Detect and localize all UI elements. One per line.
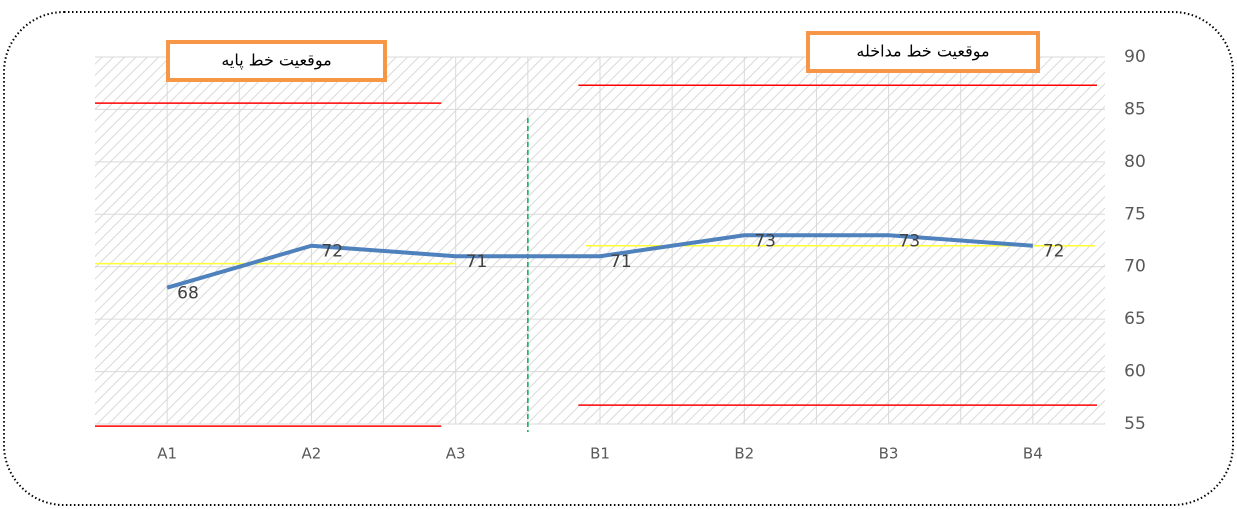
x-tick-label: A3 bbox=[446, 445, 466, 463]
x-tick-label: A2 bbox=[302, 445, 322, 463]
data-label: 73 bbox=[754, 231, 776, 251]
annotation-box bbox=[166, 40, 387, 82]
y-tick-label: 90 bbox=[1124, 47, 1146, 67]
y-tick-label: 70 bbox=[1124, 257, 1146, 277]
annotation: موقعیت خط پایه bbox=[221, 51, 331, 71]
x-tick-label: A1 bbox=[157, 445, 177, 463]
data-label: 71 bbox=[610, 252, 632, 272]
data-label: 72 bbox=[321, 242, 343, 262]
y-tick-label: 80 bbox=[1124, 152, 1146, 172]
data-line bbox=[166, 233, 1034, 290]
data-label: 73 bbox=[899, 231, 921, 251]
y-tick-label: 60 bbox=[1124, 362, 1146, 382]
y-tick-label: 65 bbox=[1124, 309, 1146, 329]
y-tick-label: 75 bbox=[1124, 204, 1146, 224]
data-label: 72 bbox=[1043, 242, 1065, 262]
y-tick-label: 85 bbox=[1124, 99, 1146, 119]
frame bbox=[3, 11, 1234, 506]
y-tick-label: 55 bbox=[1124, 414, 1146, 434]
x-tick-label: B1 bbox=[590, 445, 610, 463]
annotation-box bbox=[806, 31, 1040, 73]
data-label: 71 bbox=[466, 252, 488, 272]
x-tick-label: B3 bbox=[879, 445, 899, 463]
x-tick-label: B2 bbox=[734, 445, 754, 463]
x-tick-label: B4 bbox=[1023, 445, 1043, 463]
data-label: 68 bbox=[177, 284, 199, 304]
annotation: موقعیت خط مداخله bbox=[856, 42, 989, 62]
